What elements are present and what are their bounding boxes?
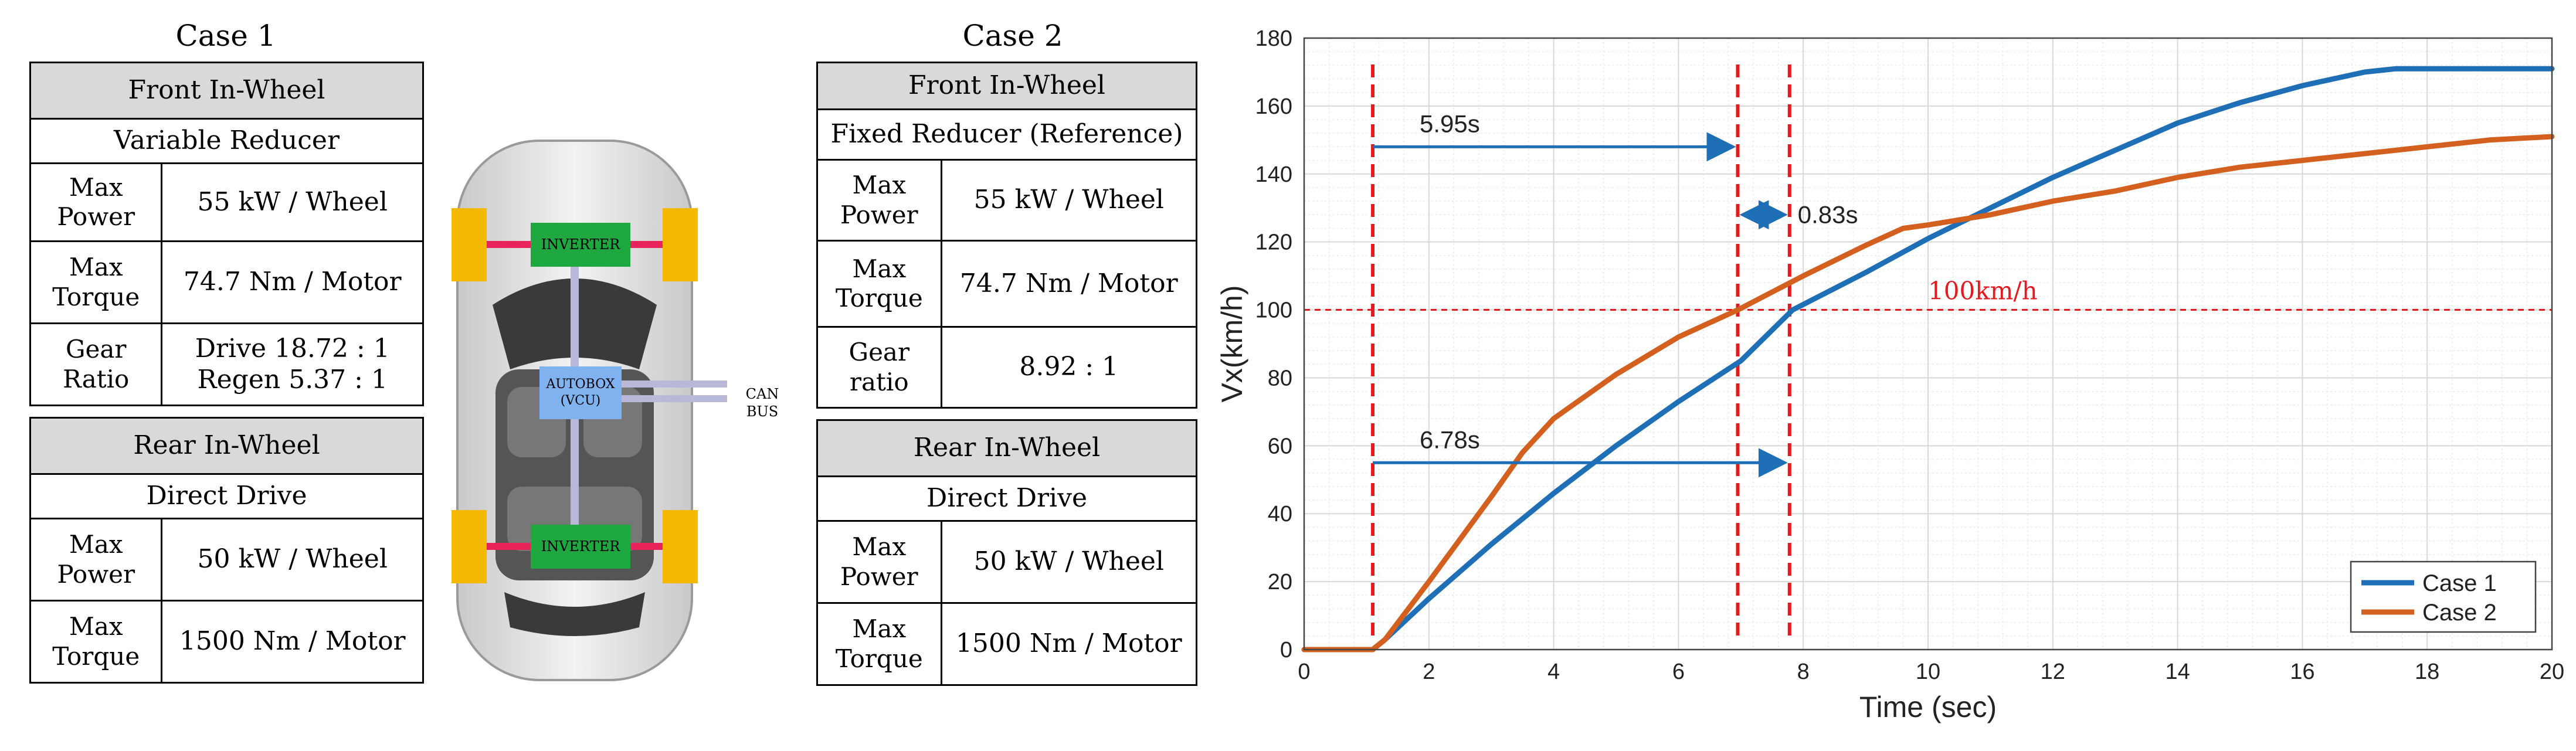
car-rear-window — [504, 592, 645, 636]
case1-front-row-value: 74.7 Nm / Motor — [161, 240, 424, 324]
case2-front-row-label: Gear ratio — [816, 326, 942, 409]
case2-title: Case 2 — [962, 19, 1063, 53]
case1-front-row-label: Max Power — [29, 162, 163, 242]
x-axis-label: Time (sec) — [1859, 691, 1997, 723]
case1-rear-row-label: Max Power — [29, 518, 163, 602]
series-line-case1 — [1301, 66, 2555, 653]
y-tick-label: 140 — [1255, 162, 1292, 187]
case1-front-row-value: Drive 18.72 : 1 Regen 5.37 : 1 — [161, 322, 424, 406]
case2-front-row-value: 55 kW / Wheel — [940, 159, 1198, 242]
case1-rear-row-value: 1500 Nm / Motor — [161, 600, 424, 684]
y-tick-label: 0 — [1280, 638, 1292, 662]
vehicle-layout-diagram: INVERTER INVERTER AUTOBOX (VCU) CAN BUS — [452, 140, 779, 681]
case2-front-row-label: Max Torque — [816, 240, 942, 328]
x-tick-label: 2 — [1423, 660, 1435, 684]
rear-inverter — [531, 525, 630, 569]
case1-rear-row-label: Max Torque — [29, 600, 163, 684]
x-tick-label: 10 — [1916, 660, 1940, 684]
front-left-wheel — [452, 208, 487, 281]
y-tick-label: 160 — [1255, 94, 1292, 119]
case1-front-header: Front In-Wheel — [29, 62, 424, 120]
can-bus-label: CAN — [746, 386, 779, 402]
y-tick-label: 40 — [1268, 502, 1292, 526]
case2-rear-row-value: 1500 Nm / Motor — [940, 602, 1198, 686]
case2-rear-row-label: Max Torque — [816, 602, 942, 686]
legend-box — [2350, 560, 2537, 633]
autobox-label: AUTOBOX — [545, 377, 615, 392]
case1-front-row-label: Max Torque — [29, 240, 163, 324]
interval-label: 5.95s — [1420, 110, 1480, 137]
case1-rear-row-value: 50 kW / Wheel — [161, 518, 424, 602]
case2-rear-header: Rear In-Wheel — [816, 419, 1197, 477]
x-tick-label: 12 — [2041, 660, 2065, 684]
x-tick-label: 0 — [1298, 660, 1310, 684]
rear-left-wheel — [452, 510, 487, 583]
case1-front-row-label: Gear Ratio — [29, 322, 163, 406]
x-tick-label: 20 — [2540, 660, 2564, 684]
rear-inverter-label: INVERTER — [541, 538, 621, 555]
interval-label: 0.83s — [1798, 201, 1858, 228]
y-tick-label: 100 — [1255, 298, 1292, 323]
case2-front-row-value: 74.7 Nm / Motor — [940, 240, 1198, 328]
autobox-sublabel: (VCU) — [561, 393, 600, 408]
case1-front-reducer: Variable Reducer — [29, 118, 424, 164]
reference-line-label: 100km/h — [1928, 277, 2038, 305]
case1-spec-table: Front In-Wheel Variable Reducer Max Power… — [29, 62, 424, 684]
x-tick-label: 18 — [2415, 660, 2439, 684]
y-tick-label: 180 — [1255, 26, 1292, 51]
plot-frame — [1303, 37, 2553, 651]
front-inverter — [531, 223, 630, 267]
y-tick-label: 60 — [1268, 434, 1292, 458]
case2-spec-table: Front In-Wheel Fixed Reducer (Reference)… — [816, 62, 1198, 686]
velocity-chart: 0 2 4 6 8 10 12 14 16 18 20 0 20 40 60 80 100 120 140 160 18… — [1216, 26, 2564, 723]
case2-rear-row-value: 50 kW / Wheel — [940, 520, 1198, 604]
case1-title: Case 1 — [175, 19, 276, 53]
interval-label: 6.78s — [1420, 426, 1480, 453]
x-tick-label: 6 — [1672, 660, 1685, 684]
case2-front-row-label: Max Power — [816, 159, 942, 242]
front-inverter-label: INVERTER — [541, 236, 621, 253]
case1-rear-header: Rear In-Wheel — [29, 417, 424, 475]
y-tick-label: 80 — [1268, 366, 1292, 390]
legend-label: Case 2 — [2422, 600, 2497, 626]
case1-front-row-value: 55 kW / Wheel — [161, 162, 424, 242]
x-tick-label: 4 — [1547, 660, 1560, 684]
x-tick-label: 8 — [1797, 660, 1810, 684]
case2-front-reducer: Fixed Reducer (Reference) — [816, 108, 1197, 161]
x-tick-label: 14 — [2165, 660, 2190, 684]
case2-front-header: Front In-Wheel — [816, 62, 1197, 110]
legend-label: Case 1 — [2422, 570, 2497, 596]
can-bus-label: BUS — [746, 403, 778, 420]
case1-rear-drive: Direct Drive — [29, 473, 424, 519]
autobox-vcu — [539, 366, 622, 419]
rear-right-wheel — [663, 510, 698, 583]
y-axis-label: Vx(km/h) — [1216, 286, 1248, 403]
y-tick-label: 120 — [1255, 230, 1292, 255]
x-tick-label: 16 — [2290, 660, 2314, 684]
case2-rear-row-label: Max Power — [816, 520, 942, 604]
case2-front-row-value: 8.92 : 1 — [940, 326, 1198, 409]
series-line-case2 — [1301, 134, 2555, 653]
y-tick-label: 20 — [1268, 570, 1292, 594]
case2-rear-drive: Direct Drive — [816, 475, 1197, 522]
front-right-wheel — [663, 208, 698, 281]
